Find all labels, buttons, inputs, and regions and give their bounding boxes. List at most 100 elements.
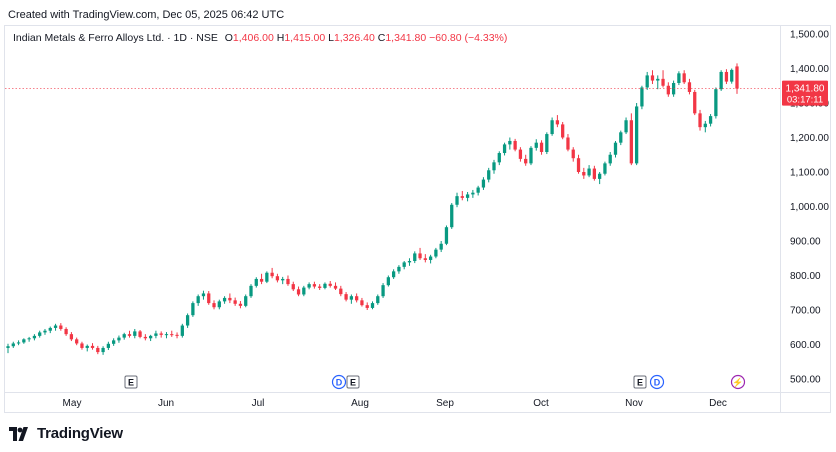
candle-body — [687, 82, 692, 92]
candle-body — [608, 154, 612, 164]
candle-body — [249, 285, 253, 297]
candle-body — [428, 256, 433, 260]
candle-body — [465, 194, 470, 198]
candle-body — [634, 106, 639, 164]
candle-body — [703, 123, 707, 128]
candle-body — [365, 305, 369, 308]
candle-body — [513, 140, 517, 150]
candle-body — [254, 278, 258, 286]
x-tick-label: Oct — [533, 398, 549, 409]
low-label: L — [328, 32, 334, 44]
candle-body — [244, 296, 248, 306]
candle-body — [698, 113, 702, 128]
low-value: 1,326.40 — [333, 32, 375, 44]
candle-body — [524, 158, 528, 164]
x-tick-label: Aug — [351, 398, 369, 409]
candle-body — [318, 286, 322, 288]
candle-body — [534, 142, 538, 148]
candle-body — [476, 187, 480, 193]
close-value: 1,341.80 — [385, 32, 427, 44]
x-tick-label: Jul — [252, 398, 265, 409]
open-label: O — [224, 32, 233, 44]
candle-body — [571, 149, 575, 159]
candle-body — [539, 142, 544, 152]
candle-body — [487, 170, 491, 180]
candle-body — [677, 73, 681, 83]
symbol-label: Indian Metals & Ferro Alloys Ltd. · 1D ·… — [13, 32, 218, 44]
candle-body — [397, 266, 401, 272]
candle-body — [550, 120, 554, 135]
candle-body — [154, 333, 158, 336]
candle-body — [730, 69, 734, 82]
candle-body — [735, 66, 739, 89]
tradingview-logo-icon — [9, 426, 28, 441]
candle-body — [270, 272, 274, 277]
candle-body — [148, 335, 153, 339]
candle-body — [69, 334, 74, 340]
chart-panel[interactable]: 1,500.001,400.001,300.001,200.001,100.00… — [4, 25, 831, 413]
candle-body — [619, 132, 623, 143]
candle-body — [43, 330, 47, 333]
tradingview-logo[interactable]: TradingView — [9, 425, 123, 442]
open-value: 1,406.00 — [232, 32, 274, 44]
candle-body — [481, 179, 486, 188]
candle-body — [127, 334, 132, 336]
y-tick-label: 1,400.00 — [790, 64, 829, 75]
candle-body — [360, 300, 364, 306]
candle-body — [402, 262, 406, 267]
candle-body — [471, 192, 475, 195]
candle-body — [101, 347, 105, 353]
candle-body — [96, 347, 100, 353]
candle-body — [90, 345, 95, 348]
candle-body — [492, 162, 496, 171]
candle-body — [645, 75, 649, 88]
candlestick-chart[interactable]: 1,500.001,400.001,300.001,200.001,100.00… — [5, 26, 831, 413]
last-price-value: 1,341.80 — [786, 84, 825, 95]
bar-countdown: 03:17:11 — [787, 95, 823, 106]
candle-body — [122, 334, 126, 338]
candle-body — [106, 343, 111, 348]
candle-body — [502, 144, 507, 154]
candle-body — [159, 333, 163, 335]
candle-body — [661, 78, 665, 86]
dividend-event-icon[interactable]: D — [331, 374, 347, 390]
candle-body — [117, 337, 121, 341]
candle-body — [656, 78, 660, 81]
earnings-event-icon[interactable]: E — [124, 375, 138, 389]
candle-body — [613, 142, 618, 155]
x-tick-label: Nov — [625, 398, 643, 409]
x-tick-label: May — [63, 398, 82, 409]
candle-body — [281, 278, 285, 281]
change-value: −60.80 (−4.33%) — [429, 32, 508, 44]
candle-body — [286, 278, 290, 285]
earnings-event-icon[interactable]: E — [346, 375, 360, 389]
candle-body — [349, 296, 354, 300]
candle-body — [444, 227, 449, 244]
candle-body — [312, 284, 317, 287]
candle-body — [391, 271, 396, 278]
earnings-event-icon[interactable]: E — [633, 375, 647, 389]
y-tick-label: 1,500.00 — [790, 30, 829, 41]
candle-body — [714, 89, 718, 117]
candle-body — [233, 300, 237, 304]
split-event-icon[interactable]: ⚡ — [730, 374, 746, 390]
candle-body — [497, 153, 501, 163]
candle-body — [16, 342, 21, 344]
candle-body — [175, 334, 179, 336]
brand-name: TradingView — [37, 425, 123, 442]
candle-body — [381, 285, 385, 297]
x-tick-label: Dec — [709, 398, 727, 409]
candle-body — [434, 249, 438, 257]
candle-body — [228, 297, 232, 301]
y-tick-label: 800.00 — [790, 271, 821, 282]
candle-body — [455, 196, 459, 205]
svg-text:E: E — [350, 378, 356, 388]
candle-body — [555, 120, 560, 125]
y-tick-label: 1,000.00 — [790, 202, 829, 213]
candle-body — [265, 272, 269, 282]
candle-body — [508, 140, 512, 145]
candle-body — [582, 172, 586, 176]
candle-body — [85, 345, 89, 348]
dividend-event-icon[interactable]: D — [649, 374, 665, 390]
